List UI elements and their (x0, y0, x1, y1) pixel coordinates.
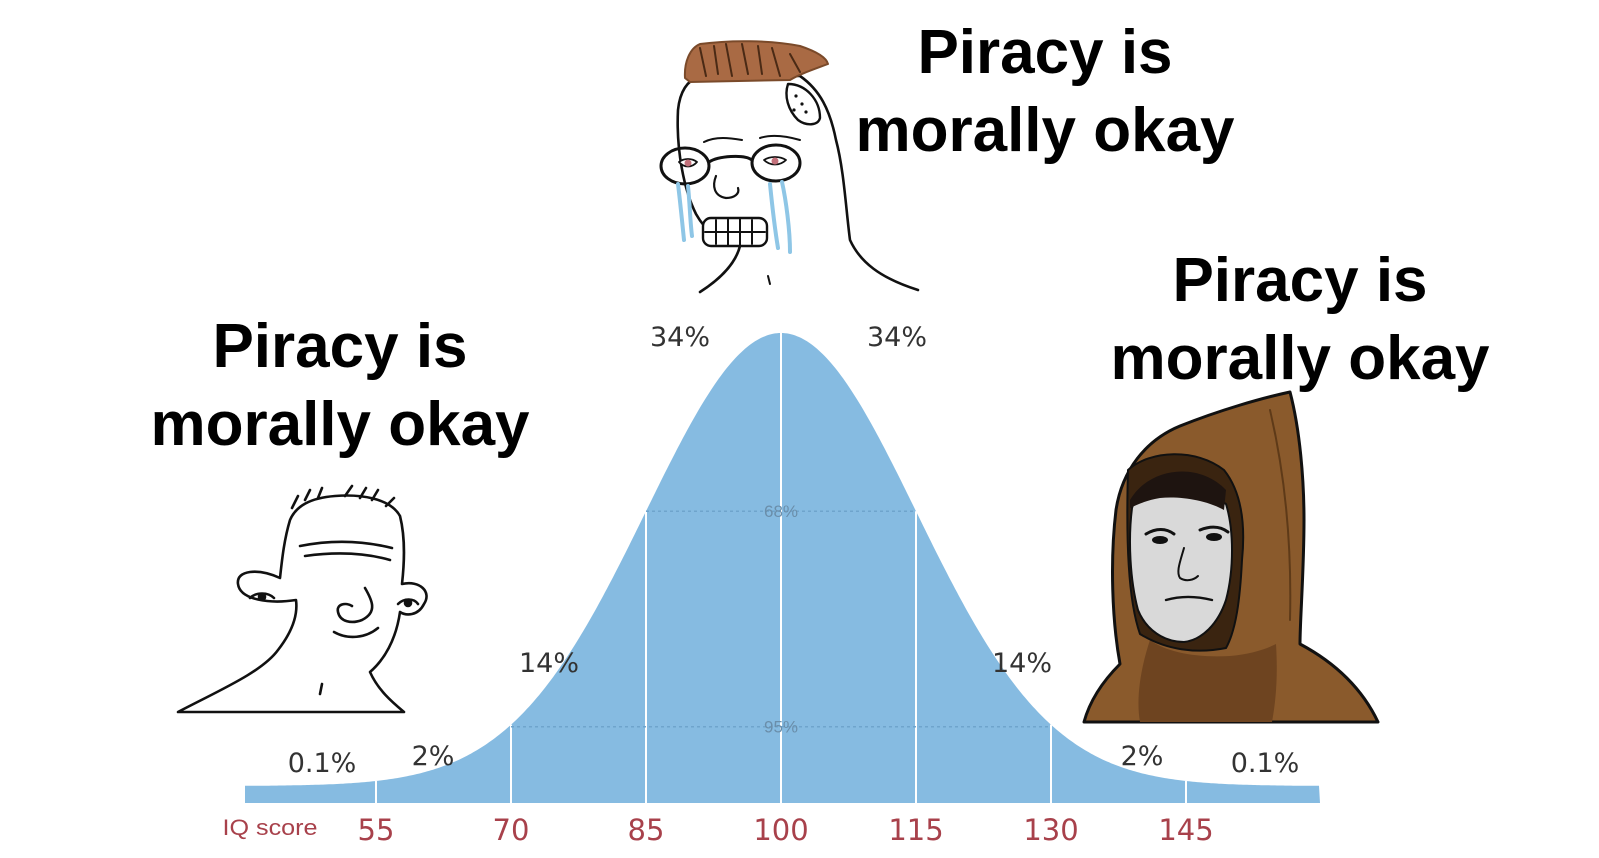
hooded-monk-face-icon (1082, 390, 1380, 724)
caption-left-line2: morally okay (150, 390, 530, 459)
caption-left: Piracy is morally okay (110, 308, 570, 464)
x-tick-label: 115 (888, 813, 943, 847)
band-label-far-left: 2% (412, 741, 455, 772)
band-label-mid-left: 14% (519, 648, 579, 679)
caption-top-line2: morally okay (855, 96, 1235, 165)
x-tick-label: 100 (753, 813, 808, 847)
x-tick-label: 130 (1023, 813, 1078, 847)
x-tick-label: 145 (1158, 813, 1213, 847)
band-label-mid-right: 14% (992, 648, 1052, 679)
caption-right: Piracy is morally okay (1070, 242, 1530, 398)
x-tick-label: 85 (628, 813, 665, 847)
bell-curve-area (245, 333, 1320, 803)
caption-top: Piracy is morally okay (815, 14, 1275, 170)
x-axis-label: IQ score (223, 815, 318, 840)
band-label-outer-right: 0.1% (1231, 748, 1300, 779)
x-tick-labels: 55 70 85 100 115 130 145 (358, 813, 1214, 847)
x-tick-label: 55 (358, 813, 395, 847)
caption-top-line1: Piracy is (917, 18, 1173, 87)
x-tick-label: 70 (493, 813, 530, 847)
caption-right-line1: Piracy is (1172, 246, 1428, 315)
interval-95-label: 95% (764, 718, 798, 737)
band-label-outer-left: 0.1% (288, 748, 357, 779)
interval-68-label: 68% (764, 502, 798, 521)
caption-right-line2: morally okay (1110, 324, 1490, 393)
wojak-face-icon (176, 484, 428, 714)
crying-nerd-face-icon (659, 40, 920, 294)
caption-left-line1: Piracy is (212, 312, 468, 381)
band-label-center-left: 34% (650, 322, 710, 353)
band-label-center-right: 34% (867, 322, 927, 353)
band-label-far-right: 2% (1121, 741, 1164, 772)
